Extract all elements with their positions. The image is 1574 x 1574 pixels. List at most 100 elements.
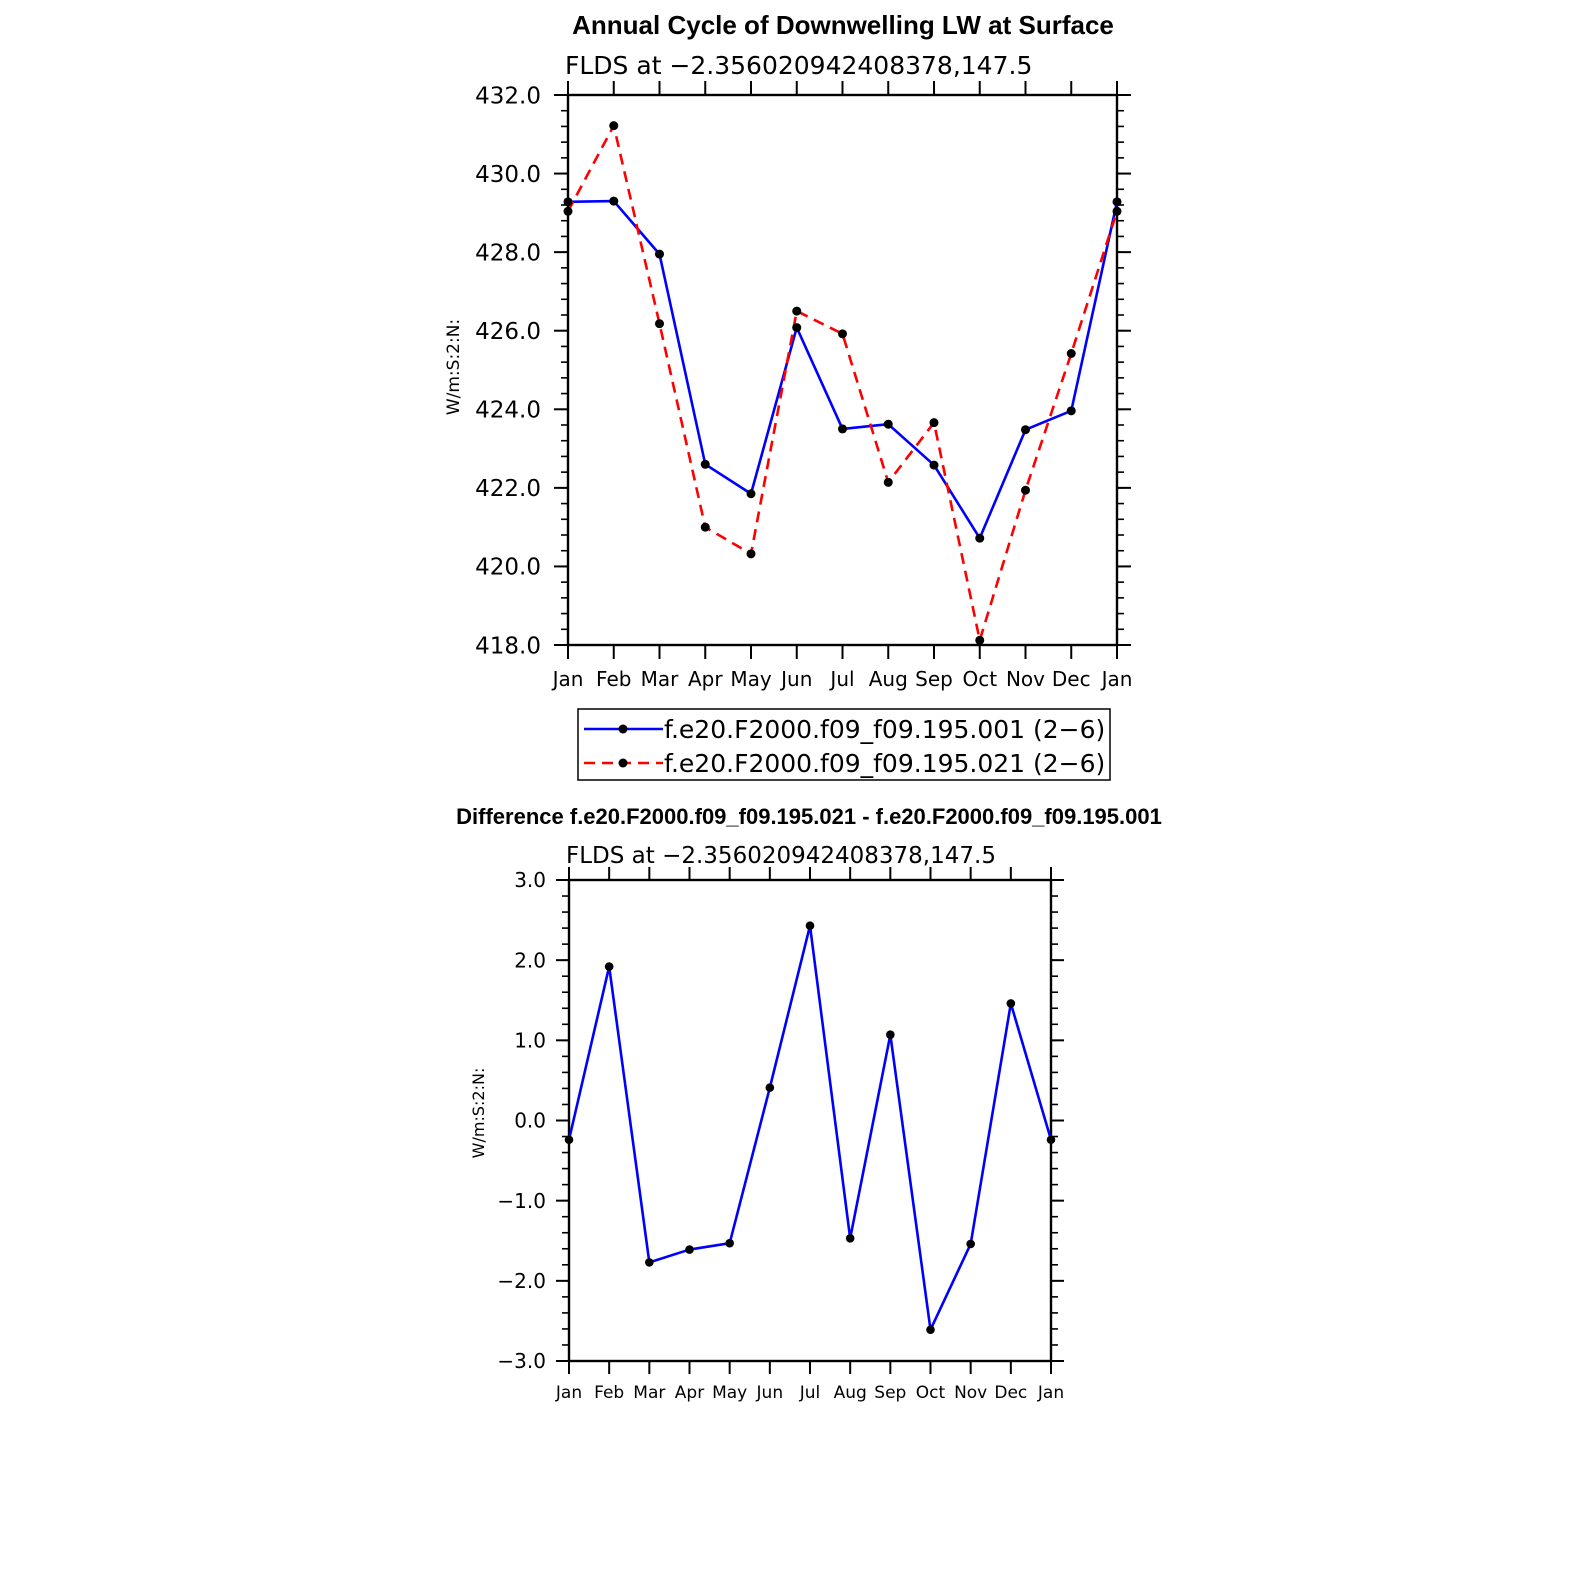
series-1-point (685, 1245, 694, 1254)
series-2-point (655, 319, 664, 329)
y-tick-label: 432.0 (475, 83, 541, 109)
x-tick-label: Jul (799, 1383, 821, 1403)
series-1-point (926, 1325, 935, 1335)
series-1-point (700, 459, 710, 469)
x-tick-label: Feb (596, 667, 631, 691)
series-line-1 (567, 924, 1053, 1332)
legend-swatch-marker-1 (618, 724, 628, 734)
x-tick-label: Feb (594, 1383, 624, 1403)
series-1-point (655, 249, 664, 259)
series-1-point (645, 1258, 654, 1267)
series-line-1 (567, 199, 1119, 540)
top-chart-title: Annual Cycle of Downwelling LW at Surfac… (572, 10, 1114, 40)
plot-frame (566, 93, 1119, 647)
x-tick-label: Jan (551, 667, 584, 691)
series-2-point (883, 477, 893, 487)
x-tick-label: Apr (688, 667, 723, 691)
x-tick-label: Oct (962, 667, 997, 691)
series-1-point (929, 460, 939, 470)
series-2-point (838, 329, 847, 339)
series-1-point (746, 489, 756, 499)
x-tick-label: Dec (994, 1383, 1027, 1403)
y-tick-label: 0.0 (514, 1109, 546, 1133)
y-tick-label: 428.0 (475, 240, 541, 266)
legend-frame (577, 708, 1111, 781)
series-1-point (845, 1234, 855, 1243)
x-tick-label: Jan (1100, 667, 1133, 691)
x-tick-label: Jul (828, 667, 854, 691)
y-tick-label: 420.0 (475, 555, 541, 581)
x-tick-label: May (730, 667, 772, 691)
series-1-point (1006, 999, 1016, 1008)
y-tick-label: 3.0 (514, 868, 546, 892)
x-tick-label: Nov (954, 1383, 987, 1403)
series-1-point (563, 197, 573, 207)
series-1-point (1046, 1135, 1056, 1145)
y-tick-label: 430.0 (475, 162, 541, 188)
series-2-point (792, 306, 802, 316)
series-2-point (700, 522, 710, 532)
y-tick-label: −2.0 (497, 1269, 546, 1293)
legend-swatch-marker-2 (618, 758, 628, 768)
x-tick-label: Jan (555, 1383, 582, 1403)
x-tick-label: Sep (874, 1383, 906, 1403)
series-1-point (883, 419, 893, 429)
series-1-point (725, 1238, 734, 1248)
series-2-point (609, 121, 619, 131)
series-1-point (792, 323, 802, 333)
y-tick-label: 424.0 (475, 398, 541, 424)
x-tick-label: Jan (1037, 1383, 1064, 1403)
top-chart-subtitle: FLDS at −2.356020942408378,147.5 (565, 51, 1032, 80)
y-tick-label: 426.0 (475, 319, 541, 345)
series-2-point (563, 206, 573, 216)
series-1-point (838, 424, 847, 434)
x-tick-label: Dec (1052, 667, 1091, 691)
y-tick-label: −3.0 (497, 1349, 546, 1373)
x-tick-label: Sep (915, 667, 953, 691)
top-chart-plot-area: Jan Feb Mar Apr May Jun Jul Aug Sep Oct Nov Dec Jan 4… (475, 81, 1132, 691)
series-2-point (1112, 206, 1122, 216)
plot-frame (567, 878, 1053, 1363)
series-1-point (1066, 406, 1076, 416)
legend-label-1: f.e20.F2000.f09_f09.195.001 (2−6) (664, 715, 1105, 744)
x-tick-label: Mar (641, 667, 680, 691)
series-1-point (1112, 197, 1122, 207)
series-2-point (746, 549, 756, 559)
x-tick-label: Aug (869, 667, 908, 691)
series-2-point (975, 635, 985, 645)
series-1-point (604, 962, 614, 971)
series-1-point (609, 196, 619, 206)
series-1-point (564, 1135, 574, 1145)
bottom-chart-subtitle: FLDS at −2.356020942408378,147.5 (566, 843, 996, 869)
bottom-chart-title: Difference f.e20.F2000.f09_f09.195.021 -… (456, 804, 1162, 829)
x-tick-label: Nov (1006, 667, 1045, 691)
series-line-2 (566, 124, 1119, 642)
x-tick-label: May (712, 1383, 747, 1403)
x-tick-label: Oct (916, 1383, 946, 1403)
bottom-chart-y-axis-label: W/m:S:2:N: (469, 1068, 488, 1159)
top-chart-legend: f.e20.F2000.f09_f09.195.001 (2−6) f.e20.… (577, 708, 1111, 781)
x-tick-label: Jun (779, 667, 812, 691)
bottom-chart-plot-area: Jan Feb Mar Apr May Jun Jul Aug Sep Oct Nov Dec Jan−… (497, 867, 1064, 1403)
series-2-point (929, 418, 939, 428)
series-1-point (975, 533, 985, 543)
top-chart-y-axis-label: W/m:S:2:N: (444, 319, 464, 415)
y-tick-label: 422.0 (475, 476, 541, 502)
y-tick-label: 1.0 (514, 1029, 546, 1053)
legend-label-2: f.e20.F2000.f09_f09.195.021 (2−6) (664, 749, 1105, 778)
y-tick-label: 2.0 (514, 948, 546, 972)
x-tick-label: Aug (834, 1383, 867, 1403)
series-1-point (966, 1239, 975, 1249)
x-tick-label: Mar (633, 1383, 665, 1403)
series-1-point (765, 1083, 775, 1092)
series-2-point (1066, 349, 1076, 358)
series-1-point (805, 921, 815, 930)
y-tick-label: −1.0 (497, 1189, 546, 1213)
series-1-point (1021, 425, 1030, 435)
series-1-point (886, 1030, 895, 1040)
x-tick-label: Apr (675, 1383, 704, 1403)
x-tick-label: Jun (756, 1383, 784, 1403)
series-2-point (1021, 485, 1030, 495)
y-tick-label: 418.0 (475, 633, 541, 659)
